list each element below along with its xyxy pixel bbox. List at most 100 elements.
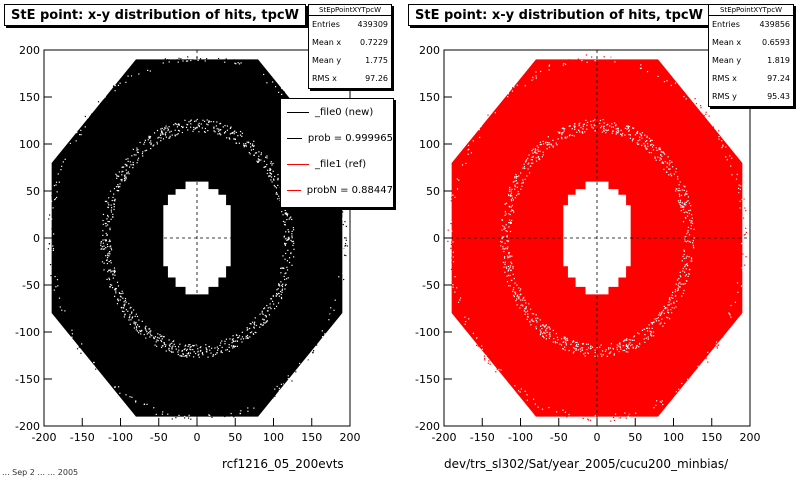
- noise-dot: [451, 257, 453, 259]
- noise-dot: [171, 351, 173, 353]
- noise-dot: [454, 276, 456, 278]
- noise-dot: [200, 123, 202, 125]
- noise-dot: [531, 318, 533, 320]
- noise-dot: [250, 323, 252, 325]
- noise-dot: [160, 340, 163, 343]
- noise-dot: [632, 138, 634, 140]
- noise-dot: [641, 132, 643, 134]
- noise-dot: [725, 149, 727, 151]
- noise-dot: [678, 282, 680, 285]
- noise-dot: [263, 307, 266, 309]
- noise-dot: [718, 138, 720, 140]
- noise-dot: [104, 200, 107, 203]
- noise-dot: [674, 291, 676, 293]
- noise-dot: [154, 336, 157, 338]
- noise-dot: [102, 230, 104, 232]
- noise-dot: [247, 328, 249, 330]
- noise-dot: [739, 188, 741, 190]
- noise-dot: [686, 215, 689, 217]
- noise-dot: [715, 341, 718, 343]
- noise-dot: [149, 328, 151, 330]
- noise-dot: [260, 153, 262, 156]
- noise-dot: [520, 299, 522, 301]
- noise-dot: [125, 176, 127, 178]
- noise-dot: [456, 287, 458, 289]
- noise-dot: [206, 119, 208, 121]
- noise-dot: [327, 323, 330, 325]
- noise-dot: [526, 399, 528, 401]
- noise-dot: [277, 292, 280, 295]
- noise-dot: [88, 353, 90, 356]
- noise-dot: [632, 127, 634, 129]
- noise-dot: [307, 359, 309, 361]
- noise-dot: [247, 407, 249, 409]
- noise-dot: [535, 326, 537, 328]
- noise-dot: [536, 321, 538, 323]
- noise-dot: [285, 252, 287, 255]
- noise-dot: [205, 350, 208, 353]
- left-stats-row: RMS x 97.26: [312, 74, 388, 83]
- noise-dot: [170, 350, 172, 353]
- noise-dot: [176, 126, 179, 128]
- noise-dot: [209, 349, 211, 351]
- noise-dot: [455, 186, 457, 188]
- noise-dot: [560, 60, 562, 62]
- noise-dot: [334, 299, 336, 301]
- noise-dot: [135, 322, 137, 324]
- noise-dot: [102, 248, 104, 250]
- noise-dot: [330, 318, 333, 320]
- left-x-caption: rcf1216_05_200evts: [222, 457, 344, 471]
- noise-dot: [334, 292, 336, 294]
- noise-dot: [109, 190, 112, 192]
- noise-dot: [501, 219, 504, 221]
- noise-dot: [496, 368, 498, 370]
- noise-dot: [626, 128, 628, 130]
- noise-dot: [123, 78, 125, 80]
- noise-dot: [685, 280, 688, 282]
- noise-dot: [95, 368, 97, 370]
- noise-dot: [703, 115, 705, 117]
- noise-dot: [245, 144, 247, 147]
- noise-dot: [55, 286, 57, 288]
- noise-dot: [145, 404, 147, 406]
- noise-dot: [688, 234, 691, 236]
- noise-dot: [174, 345, 176, 348]
- noise-dot: [448, 260, 450, 262]
- noise-dot: [509, 195, 512, 197]
- noise-dot: [504, 263, 506, 265]
- noise-dot: [288, 238, 290, 241]
- noise-dot: [155, 341, 157, 343]
- noise-dot: [287, 277, 289, 279]
- noise-dot: [593, 124, 595, 126]
- noise-dot: [561, 133, 563, 136]
- noise-dot: [177, 346, 180, 348]
- noise-dot: [210, 352, 212, 354]
- noise-dot: [129, 314, 131, 316]
- noise-dot: [57, 177, 59, 179]
- noise-dot: [243, 143, 245, 145]
- noise-dot: [668, 164, 670, 166]
- noise-dot: [516, 294, 519, 296]
- noise-dot: [732, 169, 735, 171]
- noise-dot: [508, 194, 510, 197]
- noise-dot: [325, 328, 328, 330]
- noise-dot: [537, 149, 539, 151]
- noise-dot: [55, 184, 57, 186]
- noise-dot: [252, 333, 255, 335]
- noise-dot: [511, 87, 514, 89]
- x-tick-label: -50: [150, 431, 168, 444]
- noise-dot: [686, 193, 688, 195]
- noise-dot: [546, 331, 548, 333]
- noise-dot: [114, 200, 116, 202]
- noise-dot: [596, 355, 599, 357]
- noise-dot: [127, 75, 129, 77]
- noise-dot: [586, 348, 588, 351]
- noise-dot: [231, 342, 233, 344]
- noise-dot: [667, 162, 669, 164]
- noise-dot: [123, 304, 125, 306]
- noise-dot: [128, 303, 130, 305]
- noise-dot: [119, 82, 121, 84]
- noise-dot: [167, 128, 170, 130]
- noise-dot: [286, 266, 288, 268]
- noise-dot: [661, 400, 663, 402]
